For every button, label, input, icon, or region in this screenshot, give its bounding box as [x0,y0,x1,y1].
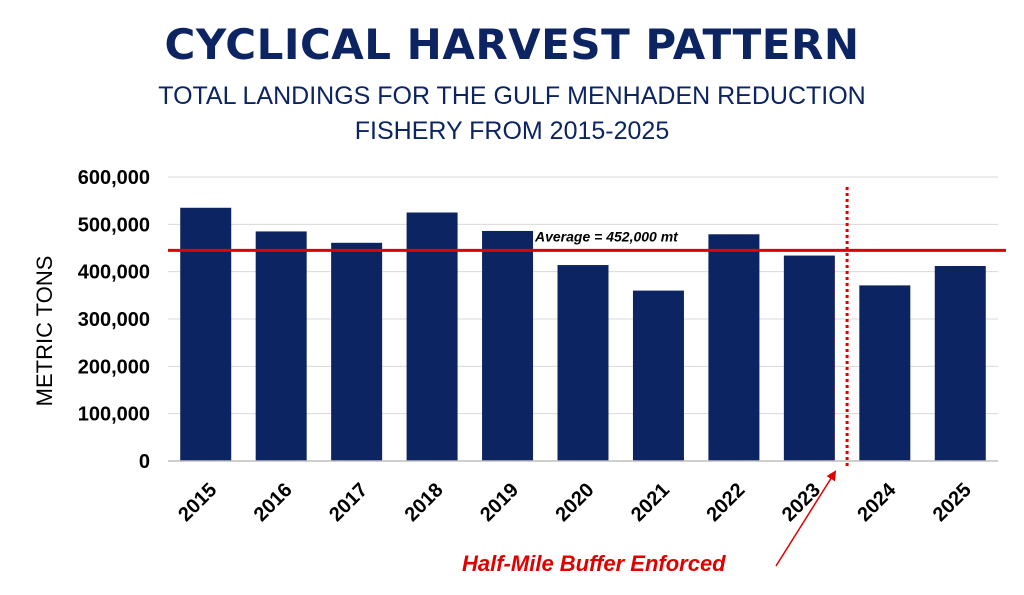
x-tick-label: 2015 [174,479,221,526]
bar-2024 [859,285,911,461]
average-label: Average = 452,000 mt [534,228,679,244]
bar-2021 [632,290,684,461]
y-tick-label: 0 [139,451,150,473]
x-tick-label: 2019 [476,479,523,526]
x-tick-label: 2024 [853,478,901,526]
y-tick-label: 200,000 [78,356,150,378]
bar-2016 [255,231,307,461]
x-tick-label: 2020 [552,479,599,526]
bar-2019 [482,230,534,461]
chart-title: CYCLICAL HARVEST PATTERN [164,20,860,69]
y-tick-label: 100,000 [78,404,150,426]
bar-2020 [557,265,609,461]
y-tick-label: 300,000 [78,309,150,331]
y-tick-label: 400,000 [78,262,150,284]
bar-2025 [934,265,986,461]
bar-2017 [331,242,383,461]
x-tick-label: 2021 [627,479,674,526]
bar-2023 [783,255,835,461]
bar-2022 [708,234,760,461]
y-tick-label: 500,000 [78,214,150,236]
annotation-arrow [775,470,837,567]
x-tick-label: 2022 [702,479,749,526]
bar-2015 [180,207,232,461]
chart-subtitle-line-2: FISHERY FROM 2015-2025 [354,117,670,145]
x-tick-label: 2016 [250,479,297,526]
bar-2018 [406,212,458,461]
x-tick-label: 2017 [325,479,372,526]
chart-subtitle-line-1: TOTAL LANDINGS FOR THE GULF MENHADEN RED… [158,82,866,110]
x-tick-label: 2018 [401,479,448,526]
x-tick-label: 2025 [929,479,976,526]
y-axis-title: METRIC TONS [32,256,57,407]
policy-annotation: Half-Mile Buffer Enforced [462,551,726,576]
x-tick-label: 2023 [778,479,825,526]
y-tick-label: 600,000 [78,167,150,189]
